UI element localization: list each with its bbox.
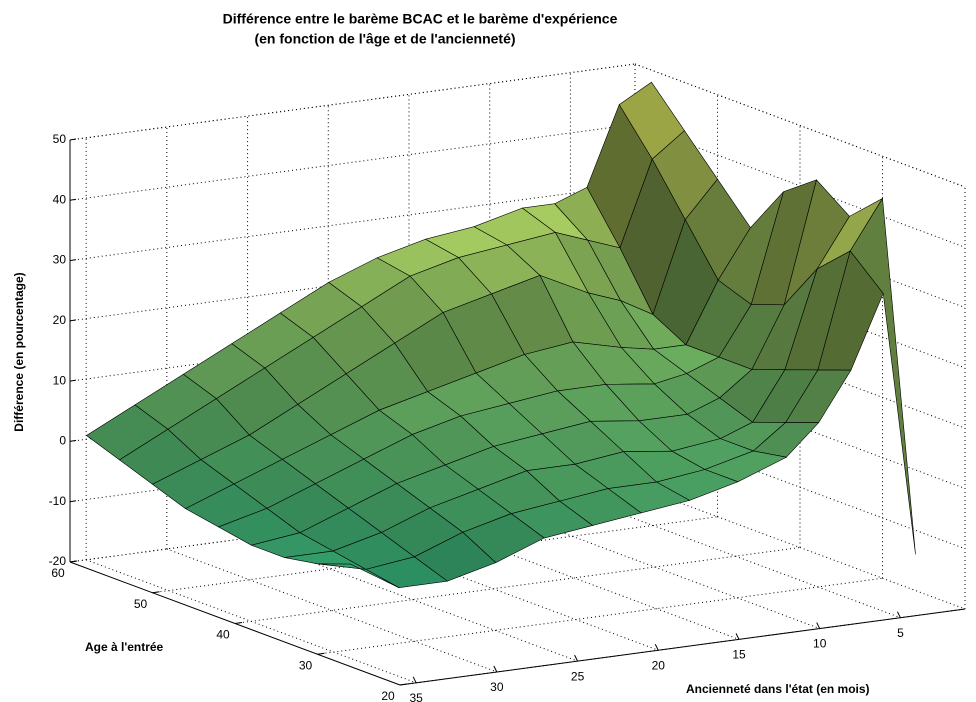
tick-mark: [412, 676, 417, 684]
tick-mark: [69, 259, 77, 262]
y-tick-label: 40: [216, 628, 230, 642]
z-tick-label: -20: [49, 554, 67, 568]
z-tick-label: 30: [53, 253, 67, 267]
z-tick-label: 10: [53, 373, 67, 387]
chart-subtitle: (en fonction de l'âge et de l'ancienneté…: [254, 31, 515, 47]
y-tick-label: 60: [51, 566, 65, 580]
tick-mark: [234, 622, 243, 624]
x-tick-label: 10: [813, 637, 827, 651]
grid-line: [408, 515, 740, 640]
tick-mark: [493, 665, 498, 673]
grid-line: [489, 505, 820, 630]
x-tick-label: 15: [732, 648, 746, 662]
tick-mark: [69, 500, 77, 503]
tick-mark: [399, 683, 408, 686]
z-tick-label: 0: [59, 434, 66, 448]
tick-mark: [69, 560, 78, 563]
z-axis-label: Différence (en pourcentage): [12, 272, 26, 431]
axis-line: [399, 608, 966, 686]
x-tick-label: 25: [571, 669, 585, 683]
tick-mark: [317, 652, 325, 655]
z-tick-label: 50: [53, 132, 67, 146]
chart-title: Différence entre le barème BCAC et le ba…: [223, 11, 618, 27]
x-axis-label: Ancienneté dans l'état (en mois): [686, 682, 870, 696]
tick-mark: [69, 319, 77, 322]
tick-mark: [69, 439, 77, 442]
tick-mark: [896, 611, 901, 618]
x-tick-label: 20: [652, 658, 666, 672]
y-axis-label: Age à l'entrée: [85, 640, 164, 654]
surface-patch: [317, 563, 400, 588]
tick-mark: [574, 654, 579, 662]
z-tick-label: 40: [53, 192, 67, 206]
grid-line: [247, 537, 578, 662]
box-edge: [634, 63, 966, 188]
z-tick-label: 20: [53, 313, 67, 327]
y-tick-label: 30: [299, 658, 313, 672]
x-tick-label: 30: [490, 680, 504, 694]
x-tick-label: 5: [897, 626, 904, 640]
y-tick-label: 20: [381, 689, 395, 702]
tick-mark: [69, 379, 77, 382]
tick-mark: [735, 633, 740, 640]
x-tick-label: 35: [409, 691, 423, 702]
grid-line: [166, 548, 498, 673]
y-tick-label: 50: [134, 597, 148, 611]
tick-mark: [152, 591, 160, 594]
z-tick-label: -10: [49, 494, 67, 508]
tick-mark: [816, 622, 821, 629]
tick-mark: [69, 138, 77, 141]
tick-mark: [69, 198, 77, 201]
tick-mark: [654, 644, 659, 651]
